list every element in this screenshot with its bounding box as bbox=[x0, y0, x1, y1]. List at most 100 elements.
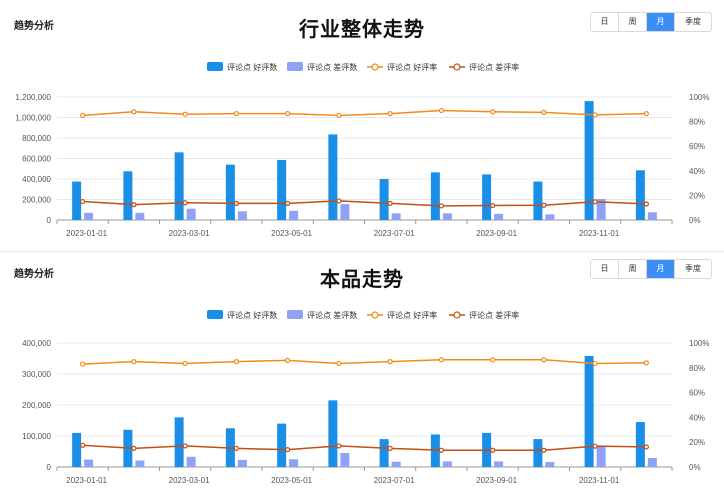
period-tab-day[interactable]: 日 bbox=[591, 260, 619, 278]
legend-label: 评论点 差评率 bbox=[469, 310, 519, 320]
y-right-tick-label: 20% bbox=[689, 191, 705, 200]
y-right-tick-label: 20% bbox=[689, 438, 705, 447]
line-point bbox=[233, 445, 239, 451]
period-tab-quarter[interactable]: 季度 bbox=[675, 260, 711, 278]
legend-swatch bbox=[207, 62, 223, 71]
bar bbox=[545, 462, 555, 467]
line-point bbox=[182, 443, 188, 449]
line-point bbox=[336, 360, 342, 367]
y-right-tick-label: 100% bbox=[689, 339, 709, 348]
x-tick-label: 2023-01-01 bbox=[66, 229, 107, 238]
line-point bbox=[336, 112, 342, 119]
bar bbox=[123, 171, 133, 220]
x-tick-label: 2023-03-01 bbox=[169, 476, 210, 485]
bar bbox=[635, 422, 645, 467]
bar bbox=[328, 400, 338, 467]
bar bbox=[72, 181, 82, 220]
section-label: 趋势分析 bbox=[14, 269, 54, 280]
x-tick-label: 2023-01-01 bbox=[66, 476, 107, 485]
y-right-tick-label: 80% bbox=[689, 118, 705, 127]
x-tick-label: 2023-03-01 bbox=[169, 229, 210, 238]
legend-swatch bbox=[287, 310, 303, 319]
line-point bbox=[233, 200, 239, 206]
line-point bbox=[80, 442, 86, 448]
series-line bbox=[82, 358, 647, 365]
line-point bbox=[438, 447, 444, 453]
period-tab-month[interactable]: 月 bbox=[647, 260, 675, 278]
bar bbox=[391, 461, 401, 467]
bar bbox=[277, 423, 287, 467]
line-point bbox=[285, 357, 291, 363]
bar bbox=[340, 204, 350, 220]
bar bbox=[186, 456, 196, 467]
chart-title: 行业整体走势 bbox=[299, 19, 425, 41]
bar bbox=[379, 179, 389, 220]
line-point bbox=[387, 445, 393, 451]
x-tick-label: 2023-11-01 bbox=[579, 229, 620, 238]
bar bbox=[533, 439, 543, 467]
legend-label: 评论点 好评率 bbox=[387, 310, 437, 320]
series-line bbox=[82, 444, 647, 452]
period-selector: 日 周 月 季度 bbox=[590, 12, 712, 32]
bar bbox=[289, 459, 299, 467]
line-point bbox=[592, 199, 598, 205]
period-selector: 日 周 月 季度 bbox=[590, 259, 712, 279]
y-right-tick-label: 0% bbox=[689, 216, 701, 225]
chart-panel-bottom: 趋势分析 本品走势 日 周 月 季度 0 100,000 200,000 300,00… bbox=[0, 253, 724, 498]
line-point bbox=[233, 111, 239, 117]
bar bbox=[647, 458, 657, 467]
bar bbox=[545, 214, 555, 220]
line-point bbox=[182, 111, 188, 117]
period-tab-day[interactable]: 日 bbox=[591, 13, 619, 31]
line-point bbox=[233, 358, 239, 365]
bar bbox=[494, 213, 504, 220]
chart-canvas: 0 100,000 200,000 300,000 400,000 0% 20% 40% 60%… bbox=[22, 310, 709, 485]
line-point bbox=[643, 360, 649, 366]
legend-swatch-marker bbox=[453, 63, 461, 71]
y-left-tick-label: 0 bbox=[47, 216, 52, 225]
legend-label: 评论点 好评率 bbox=[387, 62, 437, 72]
bar bbox=[289, 210, 299, 220]
line-point bbox=[336, 198, 342, 204]
period-tab-week[interactable]: 周 bbox=[619, 13, 647, 31]
line-point bbox=[182, 200, 188, 206]
legend-label: 评论点 好评数 bbox=[227, 62, 277, 72]
bar bbox=[277, 160, 287, 220]
legend-swatch-marker bbox=[371, 63, 379, 71]
bar bbox=[391, 213, 401, 220]
bar bbox=[596, 198, 606, 220]
section-label: 趋势分析 bbox=[14, 21, 54, 32]
line-point bbox=[285, 447, 291, 453]
bar bbox=[72, 432, 82, 467]
period-tab-month[interactable]: 月 bbox=[647, 13, 675, 31]
y-left-tick-label: 100,000 bbox=[22, 432, 51, 441]
series-line bbox=[82, 109, 647, 117]
y-left-tick-label: 1,200,000 bbox=[15, 93, 51, 102]
line-point bbox=[387, 111, 393, 117]
line-point bbox=[643, 111, 649, 117]
y-left-tick-label: 800,000 bbox=[22, 134, 51, 143]
bar bbox=[135, 212, 145, 220]
legend-swatch-marker bbox=[453, 311, 461, 319]
y-right-tick-label: 60% bbox=[689, 389, 705, 398]
line-point bbox=[438, 107, 444, 114]
y-left-tick-label: 1,000,000 bbox=[15, 114, 51, 123]
period-tab-quarter[interactable]: 季度 bbox=[675, 13, 711, 31]
x-tick-label: 2023-07-01 bbox=[374, 476, 415, 485]
line-point bbox=[592, 112, 598, 118]
y-right-tick-label: 0% bbox=[689, 463, 701, 472]
y-right-tick-label: 80% bbox=[689, 364, 705, 373]
line-point bbox=[131, 109, 137, 115]
period-tab-week[interactable]: 周 bbox=[619, 260, 647, 278]
line-point bbox=[541, 202, 547, 208]
bar bbox=[84, 212, 94, 220]
bar bbox=[494, 461, 504, 467]
x-tick-label: 2023-07-01 bbox=[374, 229, 415, 238]
line-point bbox=[490, 447, 496, 453]
chart-title: 本品走势 bbox=[320, 269, 404, 291]
line-point bbox=[285, 200, 291, 206]
bar bbox=[174, 417, 184, 467]
x-tick-label: 2023-11-01 bbox=[579, 476, 620, 485]
chart-panel-top: 趋势分析 行业整体走势 日 周 月 季度 0 200,000 400,000 600,… bbox=[14, 12, 712, 238]
bar bbox=[482, 174, 492, 220]
